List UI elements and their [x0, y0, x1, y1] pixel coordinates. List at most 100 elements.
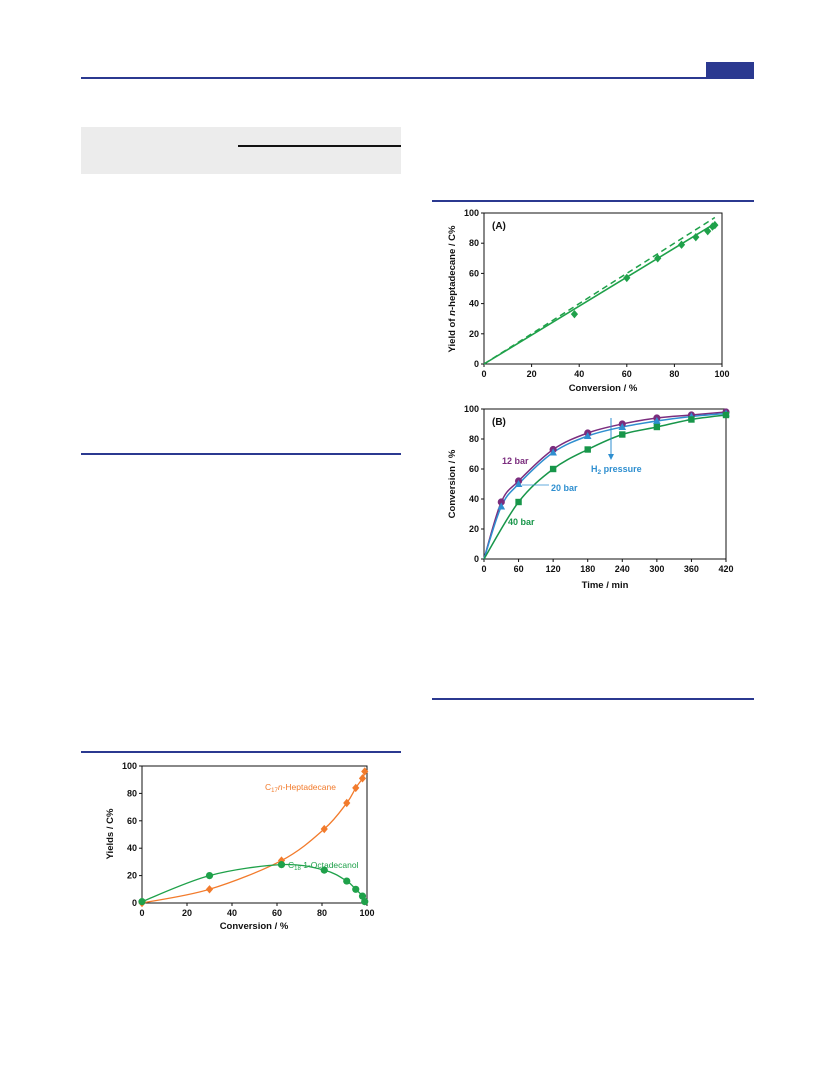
conversion-time-chart: 0 60 120 180 240 300 360 420 0 20 40 60 80 100 (B) Ti… [447, 404, 734, 591]
octadecanol-curve [141, 863, 366, 903]
point-20-bar [653, 417, 661, 424]
point-40-bar [653, 423, 661, 431]
table-rule [238, 145, 401, 147]
heptadecane-yield-point [711, 220, 719, 230]
octadecanol-point [358, 892, 367, 900]
y-tick-label: 80 [469, 238, 479, 248]
point-40-bar [722, 411, 730, 419]
y-tick-label: 40 [469, 494, 479, 504]
y-tick-label: 100 [464, 404, 479, 414]
x-tick-label: 40 [227, 908, 237, 918]
octadecanol-point [138, 898, 146, 906]
label-12-bar: 12 bar [502, 456, 529, 466]
x-tick-label: 60 [622, 369, 632, 379]
x-tick-label: 20 [182, 908, 192, 918]
heptadecane-yield-point [570, 309, 579, 319]
panel-b-ticks: 0 60 120 180 240 300 360 420 0 20 40 60 80 100 [464, 404, 734, 574]
panel-b-axes [483, 408, 727, 560]
point-20-bar [549, 448, 557, 456]
octadecanol-point [352, 885, 360, 893]
header-rule [81, 77, 754, 79]
heptadecane-yield-chart: 0 20 40 60 80 100 0 20 40 60 80 100 (A) Conversion … [447, 208, 730, 394]
octadecanol-point [343, 877, 351, 885]
yields-ticks: 0 20 40 60 80 100 0 20 40 60 80 100 [122, 761, 375, 918]
x-tick-label: 180 [580, 564, 595, 574]
y-tick-label: 40 [127, 843, 137, 853]
section-rule-right-2 [432, 698, 754, 700]
x-tick-label: 40 [574, 369, 584, 379]
panel-b-label: (B) [492, 417, 506, 428]
fit-line [483, 222, 716, 365]
x-tick-label: 100 [359, 908, 374, 918]
point-40-bar [584, 446, 591, 453]
x-tick-label: 20 [527, 369, 537, 379]
y-tick-label: 80 [469, 434, 479, 444]
panel-a-points [570, 220, 719, 319]
octadecanol-point [320, 866, 328, 874]
octadecanol-point [361, 898, 369, 906]
label-20-bar: 20 bar [551, 483, 578, 493]
octadecanol-point [277, 861, 286, 869]
panel-a-lines [483, 216, 716, 365]
x-tick-label: 300 [649, 564, 664, 574]
x-tick-label: 120 [546, 564, 561, 574]
x-tick-label: 80 [317, 908, 327, 918]
panel-b-ylabel: Conversion / % [447, 449, 458, 518]
heptadecane-point [205, 885, 214, 894]
yields-xlabel: Conversion / % [220, 921, 289, 932]
x-tick-label: 60 [272, 908, 282, 918]
y-tick-label: 60 [127, 816, 137, 826]
heptadecane-yield-point [704, 226, 712, 236]
panel-a-xlabel: Conversion / % [569, 383, 638, 394]
y-tick-label: 60 [469, 464, 479, 474]
point-20-bar [514, 480, 523, 487]
yields-points [138, 767, 369, 908]
pressure-arrow-head [608, 454, 614, 460]
point-20-bar [497, 502, 506, 510]
x-tick-label: 100 [714, 369, 729, 379]
panel-a-ticks: 0 20 40 60 80 100 0 20 40 60 80 100 [464, 208, 730, 379]
point-40-bar [619, 431, 626, 438]
x-tick-label: 420 [718, 564, 733, 574]
y-tick-label: 60 [469, 268, 479, 278]
panel-b-points [497, 408, 730, 510]
heptadecane-series-label: C17n-Heptadecane [265, 782, 336, 794]
point-40-bar [515, 498, 522, 506]
y-tick-label: 80 [127, 788, 137, 798]
pressure-label: H2 pressure [591, 464, 642, 476]
heptadecane-point [361, 767, 369, 776]
y-tick-label: 100 [122, 761, 137, 771]
heptadecane-point [343, 798, 351, 808]
point-20-bar [618, 423, 627, 430]
heptadecane-yield-point [623, 273, 631, 283]
heptadecane-yield-point [692, 232, 700, 242]
section-rule-left-2 [81, 751, 401, 753]
y-tick-label: 40 [469, 299, 479, 309]
octadecanol-series-label: C18 1-Octadecanol [288, 860, 359, 872]
panel-a-label: (A) [492, 221, 506, 232]
point-20-bar [583, 432, 592, 439]
point-40-bar [688, 416, 695, 423]
point-12-bar [497, 498, 505, 506]
x-tick-label: 0 [481, 564, 486, 574]
y-tick-label: 20 [469, 329, 479, 339]
heptadecane-point [320, 824, 328, 834]
y-tick-label: 0 [474, 359, 479, 369]
header-tab [706, 62, 754, 78]
octadecanol-point [205, 872, 214, 880]
x-tick-label: 360 [684, 564, 699, 574]
section-rule-left-1 [81, 453, 401, 455]
panel-a-axes [483, 212, 723, 365]
label-40-bar: 40 bar [508, 517, 535, 527]
x-tick-label: 80 [669, 369, 679, 379]
x-tick-label: 60 [514, 564, 524, 574]
table-box [81, 127, 401, 174]
heptadecane-yield-point [654, 254, 662, 263]
y-tick-label: 20 [127, 871, 137, 881]
x-tick-label: 240 [615, 564, 630, 574]
y-tick-label: 0 [474, 554, 479, 564]
y-tick-label: 20 [469, 524, 479, 534]
y-tick-label: 100 [464, 208, 479, 218]
x-tick-label: 0 [139, 908, 144, 918]
